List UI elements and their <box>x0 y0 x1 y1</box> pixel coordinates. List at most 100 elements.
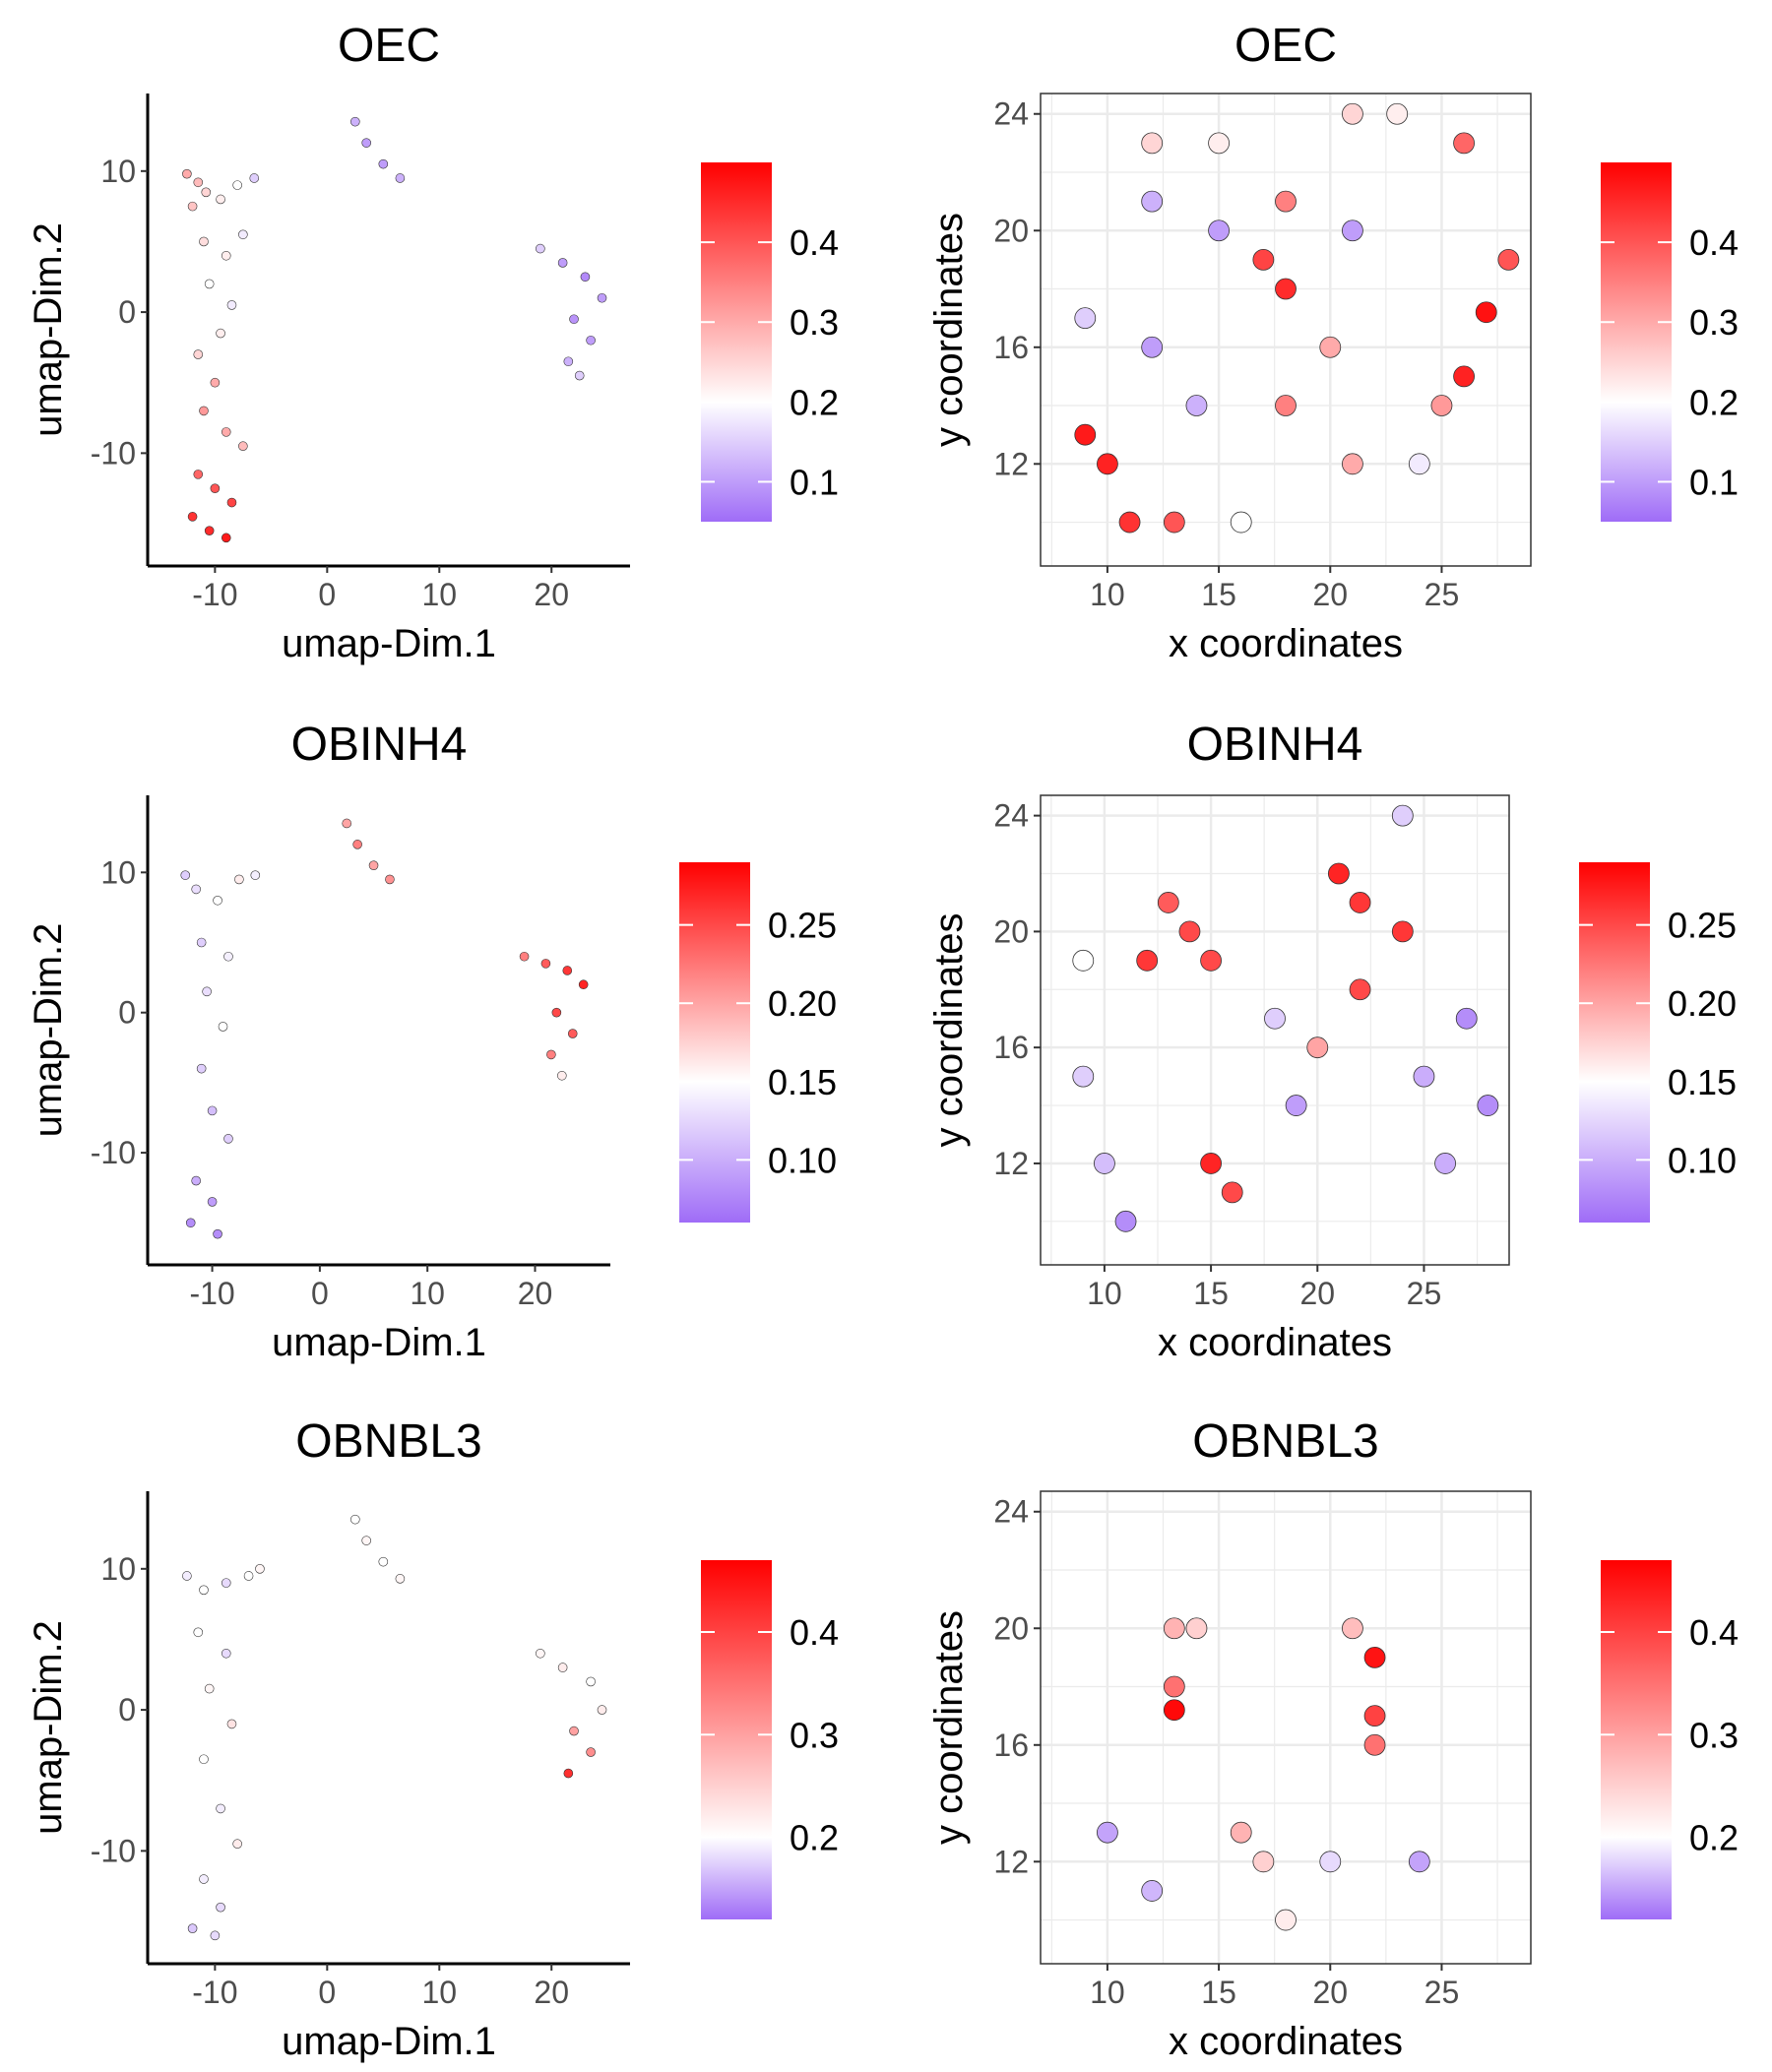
x-axis-title: umap-Dim.1 <box>282 622 496 665</box>
y-axis-title: y coordinates <box>927 213 971 447</box>
colorbar-label: 0.25 <box>768 906 837 946</box>
y-tick-label: 20 <box>993 1610 1029 1646</box>
chart-panel-4: OBINH4 10 15 20 25 12 16 20 24 x coordinates y coo… <box>927 719 1737 1364</box>
data-point <box>580 272 591 283</box>
data-point <box>1363 1705 1386 1727</box>
data-point <box>1430 395 1453 416</box>
data-point <box>1252 1851 1275 1873</box>
data-point <box>1141 336 1164 358</box>
data-point <box>1097 1821 1118 1844</box>
y-tick-label: 12 <box>993 446 1029 481</box>
data-point <box>536 243 545 254</box>
data-point <box>574 370 585 381</box>
chart-panel-1: OEC -10 0 10 20 -10 0 10 umap-Dim.1 umap-Dim.2 0.1… <box>27 20 839 665</box>
data-point <box>204 279 215 289</box>
data-point <box>207 1105 218 1116</box>
panel-border <box>1040 1490 1532 1965</box>
data-point <box>1363 1733 1386 1756</box>
x-tick-label: 20 <box>534 1975 569 2010</box>
data-point <box>1391 804 1414 827</box>
colorbar-label: 0.3 <box>1689 302 1739 343</box>
x-tick-label: 20 <box>1299 1276 1335 1311</box>
data-point <box>1408 453 1430 475</box>
x-tick-label: 0 <box>318 577 336 612</box>
data-point <box>180 870 191 880</box>
colorbar-label: 0.15 <box>768 1062 837 1102</box>
data-point <box>199 1585 209 1596</box>
colorbar-label: 0.20 <box>1668 983 1737 1024</box>
y-axis-title: y coordinates <box>927 1610 971 1845</box>
data-point <box>216 194 225 205</box>
data-point <box>243 1571 254 1581</box>
x-tick-label: 15 <box>1201 577 1236 612</box>
x-tick-label: 20 <box>534 577 569 612</box>
colorbar-label: 0.2 <box>1689 382 1739 422</box>
data-points <box>182 1514 607 1941</box>
data-point <box>1074 307 1097 330</box>
data-point <box>1141 132 1164 155</box>
colorbar <box>1601 1560 1672 1919</box>
colorbar-label: 0.10 <box>768 1140 837 1180</box>
data-point <box>1221 1181 1243 1204</box>
data-point <box>185 1218 196 1228</box>
data-point <box>557 1070 567 1081</box>
y-tick-label: 12 <box>993 1844 1029 1879</box>
y-tick-label: -10 <box>91 1833 136 1868</box>
chart-panel-6: OBNBL3 10 15 20 25 12 16 20 24 x coordinates y coo… <box>927 1415 1739 2063</box>
chart-title: OEC <box>1234 20 1337 72</box>
data-point <box>1252 248 1275 271</box>
data-point <box>1094 1153 1115 1174</box>
data-point <box>1163 1617 1185 1640</box>
colorbar-label: 0.4 <box>790 222 839 263</box>
data-points <box>182 116 607 543</box>
data-point <box>1230 1821 1252 1844</box>
data-point <box>1453 132 1475 155</box>
chart-panel-3: OBINH4 -10 0 10 20 -10 0 10 umap-Dim.1 umap-Dim.2… <box>27 719 837 1364</box>
data-point <box>1208 132 1230 155</box>
x-tick-label: 15 <box>1201 1975 1236 2010</box>
x-tick-label: 10 <box>1090 577 1125 612</box>
y-tick-label: -10 <box>91 1135 136 1170</box>
data-point <box>234 874 244 885</box>
x-tick-label: 0 <box>311 1276 329 1311</box>
data-points <box>1074 102 1520 534</box>
colorbar-label: 0.15 <box>1668 1062 1737 1102</box>
data-point <box>563 356 574 367</box>
data-point <box>578 979 589 990</box>
data-point <box>249 173 260 183</box>
data-point <box>586 335 596 345</box>
chart-title: OBNBL3 <box>1192 1415 1378 1468</box>
colorbar <box>679 862 750 1223</box>
y-tick-label: 12 <box>993 1146 1029 1181</box>
y-tick-label: 10 <box>100 854 136 890</box>
data-point <box>226 300 237 310</box>
y-tick-label: 16 <box>993 330 1029 365</box>
x-tick-label: 10 <box>410 1276 445 1311</box>
data-point <box>1434 1153 1456 1174</box>
data-points <box>180 818 589 1239</box>
data-point <box>250 870 261 880</box>
data-point <box>196 1063 207 1074</box>
data-point <box>1141 190 1164 213</box>
data-point <box>1178 920 1201 943</box>
data-point <box>1285 1095 1307 1116</box>
data-point <box>1275 190 1297 213</box>
colorbar-label: 0.2 <box>1689 1818 1739 1858</box>
data-point <box>1163 511 1185 534</box>
data-point <box>1136 949 1159 972</box>
data-point <box>1074 423 1097 446</box>
data-point <box>1141 1880 1164 1902</box>
data-point <box>597 1705 607 1715</box>
data-point <box>221 1578 231 1588</box>
data-point <box>1275 278 1297 300</box>
x-axis-title: umap-Dim.1 <box>282 2020 496 2063</box>
data-point <box>238 229 248 240</box>
data-point <box>1185 395 1208 416</box>
data-point <box>199 1874 209 1884</box>
data-point <box>546 1049 556 1060</box>
y-tick-label: 24 <box>993 96 1029 132</box>
data-points <box>1097 1617 1430 1931</box>
data-point <box>361 138 372 148</box>
y-axis-title: umap-Dim.2 <box>27 923 70 1138</box>
panel-border <box>1040 794 1510 1266</box>
